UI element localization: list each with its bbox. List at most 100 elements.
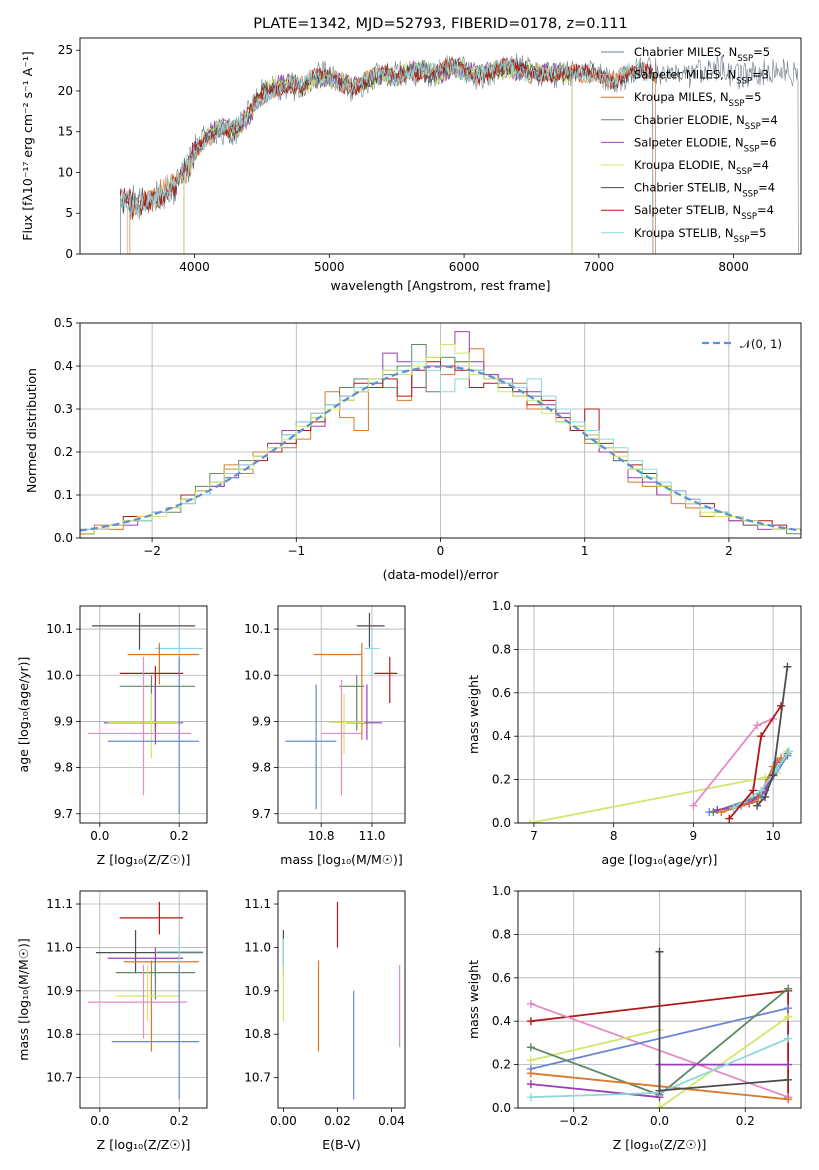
points xyxy=(87,901,204,1100)
data-point xyxy=(526,1056,535,1065)
data-point xyxy=(526,1043,535,1052)
data-point xyxy=(729,803,738,812)
y-tick-label: 0.0 xyxy=(54,531,73,545)
x-tick-label: 0.0 xyxy=(650,1114,669,1128)
y-tick-label: 0.8 xyxy=(492,927,511,941)
y-axis-label: mass weight xyxy=(466,960,481,1039)
y-tick-label: 0.4 xyxy=(492,729,511,743)
data-point xyxy=(525,819,534,823)
legend-entry: Chabrier ELODIE, NSSP=4 xyxy=(634,113,778,132)
y-tick-label: 0.2 xyxy=(492,1058,511,1072)
x-tick-label: 4000 xyxy=(179,260,210,274)
axes-frame xyxy=(517,605,802,824)
x-tick-label: 0.0 xyxy=(90,829,109,843)
series-lines xyxy=(526,947,793,1108)
spectrum-series-line xyxy=(126,58,654,254)
series-lines xyxy=(525,662,794,823)
y-tick-label: 1.0 xyxy=(492,599,511,613)
y-tick-label: 9.9 xyxy=(54,714,73,728)
x-tick-label: 10.8 xyxy=(308,829,335,843)
data-point xyxy=(784,1060,793,1069)
legend: 𝒩(0, 1) xyxy=(702,337,782,351)
data-point xyxy=(784,1004,793,1013)
y-tick-label: 10.7 xyxy=(244,1071,271,1085)
points xyxy=(285,612,398,810)
chart-age-vs-mass: 10.8 11.0 9.7 9.8 9.9 10.0 10.1 mass [log₁₀(M/M… xyxy=(244,605,406,867)
x-tick-label: 0 xyxy=(437,544,445,558)
y-tick-label: 10 xyxy=(58,165,73,179)
x-axis-label: E(B-V) xyxy=(322,1137,361,1152)
legend-entry: Kroupa MILES, NSSP=5 xyxy=(634,90,761,109)
x-tick-label: 0.00 xyxy=(270,1114,297,1128)
y-tick-label: 10.1 xyxy=(244,622,271,636)
axes-frame xyxy=(79,322,802,539)
data-point xyxy=(749,786,758,795)
y-tick-label: 1.0 xyxy=(492,884,511,898)
x-tick-label: 8 xyxy=(610,829,618,843)
data-point xyxy=(655,1086,664,1095)
ticks: 0.0 0.2 9.7 9.8 9.9 10.0 10.1 xyxy=(46,622,188,843)
data-point xyxy=(784,1095,793,1104)
spectrum-series-line xyxy=(120,58,654,254)
legend-entry: Salpeter STELIB, NSSP=4 xyxy=(634,203,774,222)
y-tick-label: 10.7 xyxy=(46,1071,73,1085)
y-tick-label: 0.4 xyxy=(54,359,73,373)
data-point xyxy=(784,984,793,993)
y-tick-label: 0.2 xyxy=(54,445,73,459)
data-point xyxy=(784,1012,793,1021)
spectrum-series-line xyxy=(129,60,656,254)
y-tick-label: 0.0 xyxy=(492,1101,511,1115)
spectrum-series-line xyxy=(183,60,573,254)
points xyxy=(87,612,204,814)
y-tick-label: 5 xyxy=(65,206,73,220)
x-tick-label: 0.02 xyxy=(324,1114,351,1128)
x-axis-label: age [log₁₀(age/yr)] xyxy=(602,852,718,867)
y-tick-label: 0.6 xyxy=(492,971,511,985)
x-tick-label: 6000 xyxy=(449,260,480,274)
x-tick-label: 0.04 xyxy=(378,1114,405,1128)
x-tick-label: 5000 xyxy=(314,260,345,274)
series-line xyxy=(529,751,789,823)
y-tick-label: 9.7 xyxy=(252,807,271,821)
data-point xyxy=(526,1017,535,1026)
figure-title: PLATE=1342, MJD=52793, FIBERID=0178, z=0… xyxy=(253,16,627,32)
axes-frame xyxy=(79,890,208,1109)
data-point xyxy=(784,1075,793,1084)
y-axis-label: Normed distribution xyxy=(24,368,39,493)
chart-mass-vs-ebv: 0.00 0.02 0.04 10.7 10.8 10.9 11.0 11.1 E(B-V) xyxy=(244,890,406,1152)
histogram-series xyxy=(80,344,801,538)
x-tick-label: −0.2 xyxy=(559,1114,588,1128)
axes-frame xyxy=(79,37,802,255)
spectrum-series-line xyxy=(183,59,573,254)
data-point xyxy=(769,771,778,780)
ticks: 4000 5000 6000 7000 8000 0 5 10 15 20 25 xyxy=(58,43,749,274)
data-point xyxy=(717,808,726,817)
x-tick-label: 0.0 xyxy=(90,1114,109,1128)
y-tick-label: 25 xyxy=(58,43,73,57)
x-axis-label: (data-model)/error xyxy=(383,567,500,582)
y-tick-label: 11.1 xyxy=(244,897,271,911)
x-axis-label: wavelength [Angstrom, rest frame] xyxy=(330,278,550,293)
y-axis-label: mass weight xyxy=(466,675,481,754)
data-point xyxy=(689,801,698,810)
y-tick-label: 0.6 xyxy=(492,686,511,700)
data-point xyxy=(761,792,770,801)
y-tick-label: 10.1 xyxy=(46,622,73,636)
points xyxy=(282,901,401,1100)
x-tick-label: −1 xyxy=(287,544,305,558)
data-point xyxy=(753,721,762,730)
x-tick-label: 0.2 xyxy=(170,1114,189,1128)
x-tick-label: 2 xyxy=(725,544,733,558)
ticks: 0.0 0.2 10.7 10.8 10.9 11.0 11.1 xyxy=(46,897,188,1128)
legend-entry: Kroupa ELODIE, NSSP=4 xyxy=(634,158,769,177)
y-tick-label: 0.0 xyxy=(492,816,511,830)
y-tick-label: 9.9 xyxy=(252,714,271,728)
legend-entry: Kroupa STELIB, NSSP=5 xyxy=(634,226,766,245)
y-axis-label: mass [log₁₀(M/M☉)] xyxy=(16,938,31,1060)
chart-age-vs-z: 0.0 0.2 9.7 9.8 9.9 10.0 10.1 Z [log₁₀(Z/Z☉)] ag… xyxy=(16,605,208,867)
x-axis-label: Z [log₁₀(Z/Z☉)] xyxy=(97,1137,191,1152)
axes-frame xyxy=(277,890,406,1109)
data-point xyxy=(526,1080,535,1089)
y-tick-label: 0.5 xyxy=(54,316,73,330)
